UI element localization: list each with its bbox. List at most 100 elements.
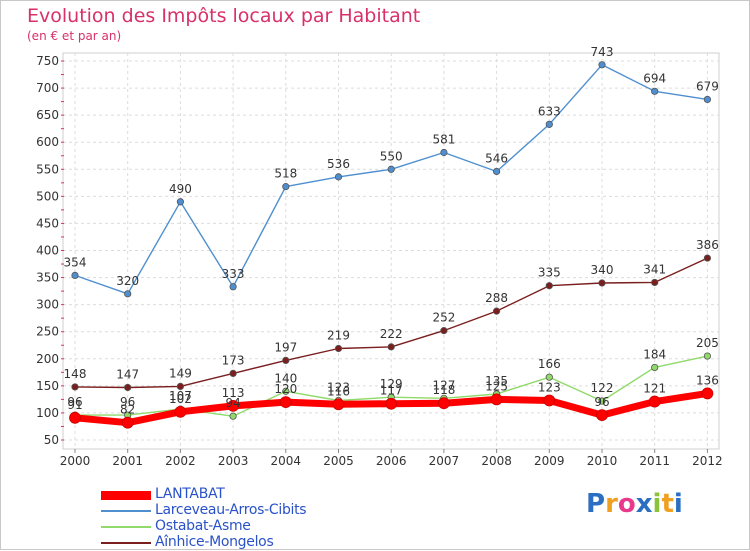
data-point-lantabat xyxy=(437,397,450,410)
legend: LANTABAT Larceveau-Arros-Cibits Ostabat-As… xyxy=(101,486,361,551)
legend-label: Aînhice-Mongelos xyxy=(155,534,274,550)
data-point-ainhice-mongelos xyxy=(387,343,395,351)
data-label-lantabat: 136 xyxy=(696,373,719,387)
data-label-ostabat-asme: 96 xyxy=(67,395,82,409)
x-tick-label: 2008 xyxy=(481,454,512,468)
data-point-larceveau-arros-cibits xyxy=(176,198,184,206)
legend-label: Larceveau-Arros-Cibits xyxy=(155,502,307,518)
data-point-larceveau-arros-cibits xyxy=(71,271,79,280)
y-tick-label: 300 xyxy=(36,298,59,312)
data-point-ainhice-mongelos xyxy=(703,254,712,262)
data-point-lantabat xyxy=(332,398,345,411)
data-point-ainhice-mongelos xyxy=(282,356,290,365)
y-tick-label: 450 xyxy=(36,216,59,230)
data-label-lantabat: 125 xyxy=(485,379,508,393)
data-label-ostabat-asme: 184 xyxy=(643,347,666,361)
legend-item-larceveau-arros-cibits: Larceveau-Arros-Cibits xyxy=(101,502,361,519)
data-label-ainhice-mongelos: 147 xyxy=(116,367,139,381)
data-point-larceveau-arros-cibits xyxy=(124,290,132,298)
x-tick-label: 2011 xyxy=(639,454,670,468)
data-label-ostabat-asme: 129 xyxy=(380,377,403,391)
x-tick-label: 2009 xyxy=(534,454,565,468)
y-tick-label: 100 xyxy=(36,406,59,420)
data-label-ainhice-mongelos: 340 xyxy=(591,263,614,277)
data-label-layer: 91 82 102 113 120 116 117 118 125 123 96 121 136 354 3… xyxy=(64,45,719,417)
data-label-larceveau-arros-cibits: 536 xyxy=(327,157,350,171)
data-label-lantabat: 117 xyxy=(380,384,403,398)
x-tick-label: 2002 xyxy=(165,454,196,468)
data-label-larceveau-arros-cibits: 550 xyxy=(380,149,403,163)
data-point-ainhice-mongelos xyxy=(71,383,79,391)
data-label-ostabat-asme: 140 xyxy=(274,371,297,385)
data-label-larceveau-arros-cibits: 581 xyxy=(432,133,455,147)
data-point-lantabat xyxy=(385,397,398,410)
data-label-ainhice-mongelos: 341 xyxy=(643,262,666,276)
data-point-larceveau-arros-cibits xyxy=(282,183,290,191)
data-point-ainhice-mongelos xyxy=(651,278,659,287)
x-tick-label: 2004 xyxy=(271,454,302,468)
data-point-larceveau-arros-cibits xyxy=(598,61,606,69)
y-tick-label: 700 xyxy=(36,81,59,95)
data-label-larceveau-arros-cibits: 743 xyxy=(591,45,614,59)
axis-layer: 50 100 150 200 250 300 350 400 450 500 550 600 650 70… xyxy=(36,54,723,468)
data-label-ainhice-mongelos: 197 xyxy=(274,340,297,354)
data-point-lantabat xyxy=(121,416,134,429)
data-label-larceveau-arros-cibits: 546 xyxy=(485,151,508,165)
data-point-lantabat xyxy=(701,387,714,400)
legend-label: Ostabat-Asme xyxy=(155,518,251,534)
data-point-larceveau-arros-cibits xyxy=(229,283,237,291)
brand-letter: i xyxy=(673,489,683,519)
data-label-ainhice-mongelos: 219 xyxy=(327,328,350,342)
data-point-lantabat xyxy=(648,395,661,408)
grid-layer xyxy=(62,52,720,450)
data-point-ainhice-mongelos xyxy=(545,282,553,290)
y-tick-label: 500 xyxy=(36,189,59,203)
data-label-larceveau-arros-cibits: 320 xyxy=(116,274,139,288)
data-label-ainhice-mongelos: 288 xyxy=(485,291,508,305)
x-tick-label: 2010 xyxy=(587,454,618,468)
x-tick-label: 2006 xyxy=(376,454,407,468)
y-tick-label: 150 xyxy=(36,379,59,393)
y-tick-label: 600 xyxy=(36,135,59,149)
data-point-ostabat-asme xyxy=(598,397,606,405)
legend-swatch xyxy=(101,542,151,544)
data-point-ainhice-mongelos xyxy=(124,383,132,392)
y-tick-label: 550 xyxy=(36,162,59,176)
data-point-ainhice-mongelos xyxy=(440,327,448,335)
legend-label: LANTABAT xyxy=(155,486,225,502)
data-point-ostabat-asme xyxy=(651,363,659,372)
data-label-lantabat: 113 xyxy=(222,386,245,400)
data-label-lantabat: 91 xyxy=(67,398,82,412)
data-point-ainhice-mongelos xyxy=(492,307,501,315)
data-point-ostabat-asme xyxy=(282,387,290,395)
y-tick-label: 650 xyxy=(36,108,59,122)
data-label-ostabat-asme: 107 xyxy=(169,389,192,403)
data-label-lantabat: 82 xyxy=(120,403,135,417)
data-point-ainhice-mongelos xyxy=(598,279,606,287)
data-label-ainhice-mongelos: 173 xyxy=(222,353,245,367)
data-label-ostabat-asme: 166 xyxy=(538,357,561,371)
data-label-ostabat-asme: 123 xyxy=(327,380,350,394)
x-tick-label: 2005 xyxy=(323,454,354,468)
data-point-ainhice-mongelos xyxy=(334,344,343,353)
y-tick-label: 250 xyxy=(36,325,59,339)
data-label-ainhice-mongelos: 149 xyxy=(169,366,192,380)
data-point-lantabat xyxy=(490,393,503,406)
data-label-lantabat: 102 xyxy=(169,392,192,406)
brand-logo: Proxiti xyxy=(586,489,683,519)
data-label-ostabat-asme: 135 xyxy=(485,374,508,388)
data-label-ostabat-asme: 127 xyxy=(432,378,455,392)
data-point-larceveau-arros-cibits xyxy=(651,87,659,95)
brand-letter: r xyxy=(605,489,618,519)
data-label-lantabat: 121 xyxy=(643,382,666,396)
chart-subtitle: (en € et par an) xyxy=(27,29,122,43)
data-label-ostabat-asme: 205 xyxy=(696,336,719,350)
data-label-lantabat: 123 xyxy=(538,380,561,394)
brand-letter: P xyxy=(586,489,606,519)
legend-item-ostabat-asme: Ostabat-Asme xyxy=(101,518,361,535)
data-label-ostabat-asme: 94 xyxy=(225,396,240,410)
brand-letter: i xyxy=(652,489,662,519)
data-point-ainhice-mongelos xyxy=(176,382,184,390)
data-label-ainhice-mongelos: 386 xyxy=(696,238,719,252)
brand-letter: t xyxy=(661,489,674,519)
